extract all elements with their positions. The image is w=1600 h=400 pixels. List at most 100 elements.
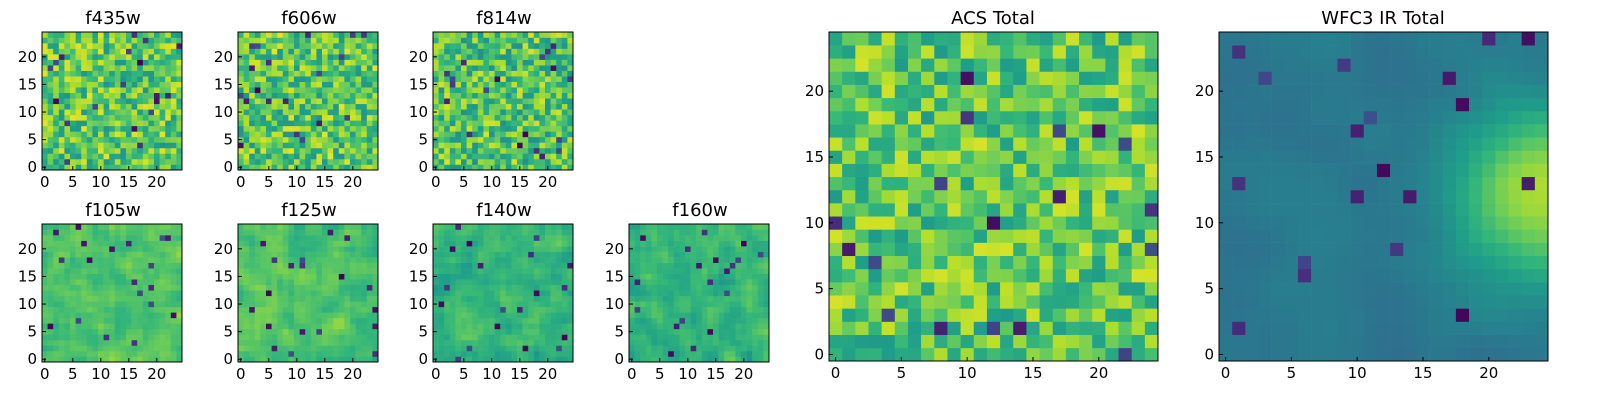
heatmap-cell <box>634 262 641 269</box>
heatmap-cell <box>299 87 306 94</box>
heatmap-cell <box>522 48 529 55</box>
heatmap-cell <box>271 312 278 319</box>
heatmap-cell <box>64 43 71 49</box>
heatmap-cell <box>170 235 177 241</box>
heatmap-cell <box>254 103 261 110</box>
heatmap-cell <box>505 224 512 230</box>
heatmap-cell <box>305 323 312 330</box>
heatmap-cell <box>126 54 132 60</box>
heatmap-cell <box>344 54 351 60</box>
heatmap-cell <box>500 98 507 105</box>
heatmap-cell <box>310 65 317 71</box>
heatmap-cell <box>539 273 546 280</box>
heatmap-cell <box>539 87 546 94</box>
heatmap-cell <box>148 125 155 132</box>
heatmap-cell <box>294 251 300 258</box>
heatmap-cell <box>455 284 462 291</box>
heatmap-cell <box>165 356 172 363</box>
heatmap-cell <box>70 251 76 258</box>
heatmap-cell <box>466 284 473 291</box>
heatmap-cell <box>109 312 116 319</box>
heatmap-cell <box>277 142 284 149</box>
heatmap-cell <box>986 282 1001 296</box>
heatmap-cell <box>98 290 104 297</box>
heatmap-cell <box>170 229 177 236</box>
heatmap-cell <box>53 306 60 313</box>
heatmap-cell <box>271 65 278 71</box>
heatmap-cell <box>522 345 529 352</box>
heatmap-cell <box>148 328 155 335</box>
heatmap-cell <box>511 257 518 263</box>
heatmap-cell <box>103 328 110 335</box>
heatmap-cell <box>159 279 166 286</box>
heatmap-cell <box>438 59 445 66</box>
heatmap-cell <box>1052 229 1067 243</box>
heatmap-cell <box>254 81 261 88</box>
heatmap-cell <box>1052 189 1067 204</box>
heatmap-cell <box>973 229 988 243</box>
heatmap-cell <box>120 48 127 55</box>
heatmap-cell <box>1092 321 1106 335</box>
heatmap-cell <box>243 345 250 352</box>
heatmap-cell <box>254 334 261 341</box>
heatmap-cell <box>438 257 445 263</box>
heatmap-cell <box>634 224 641 230</box>
heatmap-cell <box>1118 308 1132 322</box>
heatmap-cell <box>271 48 278 55</box>
heatmap-cell <box>316 224 323 230</box>
heatmap-cell <box>505 246 512 252</box>
heatmap-cell <box>109 87 116 94</box>
heatmap-cell <box>483 142 490 149</box>
heatmap-cell <box>455 87 462 94</box>
heatmap-cell <box>545 76 551 82</box>
heatmap-cell <box>1013 308 1027 322</box>
heatmap-cell <box>986 216 1001 230</box>
heatmap-cell <box>148 131 155 138</box>
heatmap-cell <box>271 306 278 313</box>
heatmap-cell <box>81 147 88 154</box>
heatmap-cell <box>522 70 529 77</box>
heatmap-cell <box>522 158 529 165</box>
heatmap-cell <box>707 350 714 357</box>
heatmap-cell <box>154 284 160 291</box>
heatmap-cell <box>539 81 546 88</box>
heatmap-cell <box>170 70 177 77</box>
heatmap-cell <box>148 251 155 258</box>
heatmap-cell <box>668 268 675 274</box>
heatmap-cell <box>517 59 523 66</box>
heatmap-cell <box>651 251 658 258</box>
heatmap-cell <box>114 87 121 94</box>
heatmap-cell <box>567 273 574 280</box>
heatmap-cell <box>120 290 127 297</box>
heatmap-cell <box>545 229 551 236</box>
heatmap-cell <box>305 273 312 280</box>
heatmap-cell <box>53 251 60 258</box>
heatmap-cell <box>973 347 988 362</box>
heatmap-cell <box>477 114 484 121</box>
heatmap-cell <box>249 54 256 60</box>
heatmap-cell <box>372 323 379 330</box>
heatmap-cell <box>103 54 110 60</box>
heatmap-cell <box>707 339 714 346</box>
heatmap-cell <box>260 334 267 341</box>
heatmap-cell <box>511 295 518 302</box>
heatmap-cell <box>651 328 658 335</box>
heatmap-cell <box>176 54 183 60</box>
heatmap-cell <box>1105 347 1119 362</box>
heatmap-cell <box>455 153 462 160</box>
heatmap-cell <box>511 345 518 352</box>
heatmap-cell <box>466 98 473 105</box>
heatmap-cell <box>533 48 540 55</box>
heatmap-cell <box>70 317 76 324</box>
heatmap-cell <box>372 81 379 88</box>
heatmap-cell <box>640 229 647 236</box>
heatmap-cell <box>673 257 680 263</box>
heatmap-cell <box>176 339 183 346</box>
heatmap-cell <box>1013 334 1027 349</box>
heatmap-cell <box>881 150 896 164</box>
heatmap-cell <box>894 321 909 335</box>
heatmap-cell <box>934 229 948 243</box>
heatmap-cell <box>165 328 172 335</box>
heatmap-cell <box>154 317 160 324</box>
heatmap-cell <box>829 203 843 217</box>
